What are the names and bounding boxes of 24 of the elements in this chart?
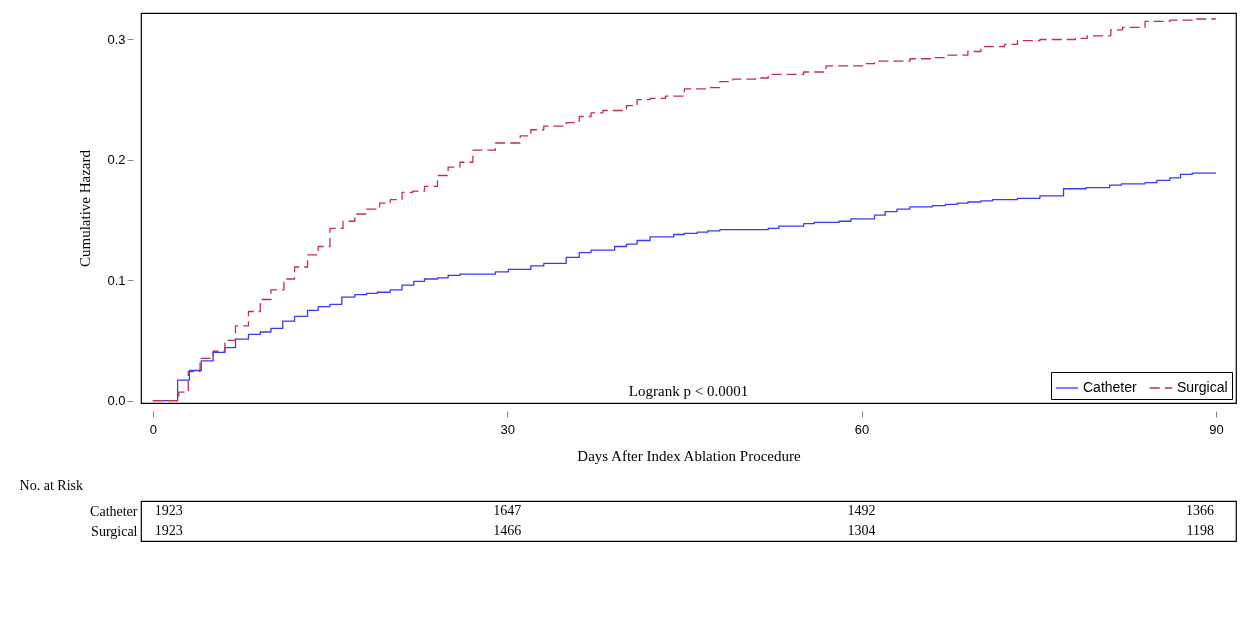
y-tick-label: 0.1 <box>107 272 126 288</box>
x-tick-label: 30 <box>500 421 515 437</box>
text: 1466 <box>493 523 522 538</box>
annotation: Logrank p < 0.0001 <box>628 383 749 399</box>
text: 1304 <box>847 523 876 538</box>
x-axis-title: Days After Index Ablation Procedure <box>577 447 801 464</box>
text: 1923 <box>154 523 183 538</box>
x-tick-label: 0 <box>149 421 157 437</box>
text: 1647 <box>493 503 522 518</box>
text: 1198 <box>1186 523 1214 538</box>
text: 1366 <box>1185 503 1214 518</box>
text: Surgical <box>91 523 138 539</box>
text: No. at Risk <box>19 478 83 493</box>
text: 1492 <box>847 503 876 518</box>
text: Catheter <box>90 503 138 519</box>
x-tick-label: 60 <box>854 421 870 437</box>
text: 1923 <box>154 503 183 518</box>
x-tick-label: 90 <box>1209 421 1224 437</box>
legend-label: Catheter <box>1083 379 1138 395</box>
y-axis-title: Cumulative Hazard <box>77 149 94 268</box>
y-tick-label: 0.3 <box>107 31 126 47</box>
legend-label: Surgical <box>1177 379 1228 395</box>
y-tick-label: 0.2 <box>107 152 126 168</box>
y-tick-label: 0.0 <box>107 393 126 409</box>
